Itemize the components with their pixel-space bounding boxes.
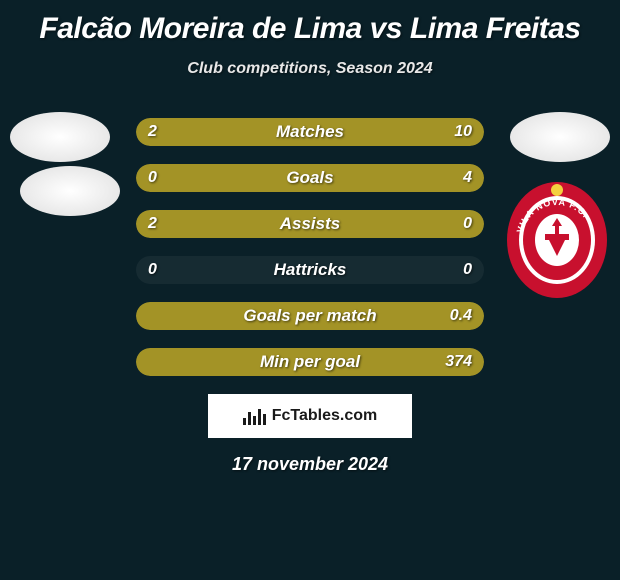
- brand-footer: FcTables.com: [208, 394, 412, 438]
- season-subtitle: Club competitions, Season 2024: [0, 60, 620, 78]
- stat-label: Goals: [136, 164, 484, 192]
- chart-icon: [243, 407, 266, 425]
- stat-value-right: 0: [463, 210, 472, 238]
- stats-container: 2Matches100Goals42Assists00Hattricks0Goa…: [0, 118, 620, 376]
- page-title: Falcão Moreira de Lima vs Lima Freitas: [0, 0, 620, 46]
- stat-row: 0Hattricks0: [136, 256, 484, 284]
- stat-value-right: 0: [463, 256, 472, 284]
- stat-row: Goals per match0.4: [136, 302, 484, 330]
- footer-date: 17 november 2024: [0, 454, 620, 475]
- stat-label: Assists: [136, 210, 484, 238]
- stat-value-right: 374: [445, 348, 472, 376]
- stat-row: 2Assists0: [136, 210, 484, 238]
- stat-label: Matches: [136, 118, 484, 146]
- stat-row: 2Matches10: [136, 118, 484, 146]
- stat-value-right: 4: [463, 164, 472, 192]
- stat-label: Goals per match: [136, 302, 484, 330]
- stat-row: 0Goals4: [136, 164, 484, 192]
- stat-label: Min per goal: [136, 348, 484, 376]
- stat-label: Hattricks: [136, 256, 484, 284]
- brand-text: FcTables.com: [272, 407, 378, 425]
- stat-value-right: 0.4: [450, 302, 472, 330]
- stat-row: Min per goal374: [136, 348, 484, 376]
- stat-value-right: 10: [454, 118, 472, 146]
